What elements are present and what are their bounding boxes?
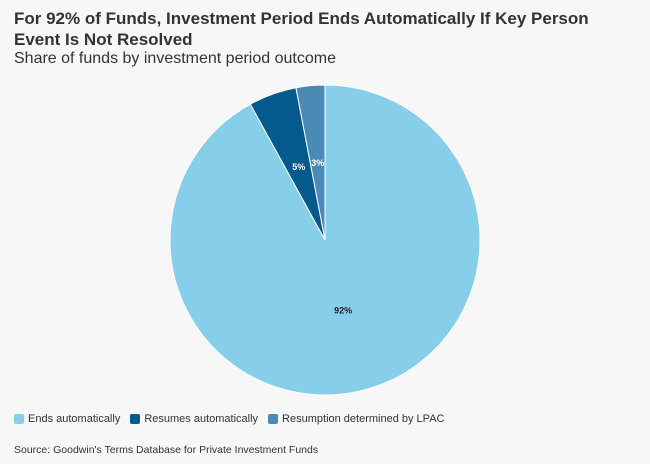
legend-label: Resumption determined by LPAC — [282, 413, 445, 425]
pie-label-lpac: 3% — [311, 158, 324, 168]
chart-title: For 92% of Funds, Investment Period Ends… — [14, 9, 589, 49]
pie-label-ends-automatically: 92% — [334, 306, 352, 316]
chart-source: Source: Goodwin's Terms Database for Pri… — [14, 444, 319, 456]
legend-item-resumes-automatically[interactable]: Resumes automatically — [130, 413, 258, 425]
legend-item-lpac[interactable]: Resumption determined by LPAC — [268, 413, 444, 425]
legend-label: Ends automatically — [28, 413, 121, 425]
chart-subtitle: Share of funds by investment period outc… — [14, 50, 336, 67]
pie-label-resumes-automatically: 5% — [292, 162, 305, 172]
pie-chart: 92% 5% 3% — [169, 84, 481, 396]
legend-swatch — [268, 414, 279, 424]
pie-slice-lpac[interactable] — [295, 84, 326, 241]
legend-swatch — [130, 414, 141, 424]
legend-label: Resumes automatically — [144, 413, 259, 425]
legend-swatch — [14, 414, 24, 424]
chart-legend: Ends automatically Resumes automatically… — [14, 413, 444, 425]
legend-item-ends-automatically[interactable]: Ends automatically — [14, 413, 120, 425]
